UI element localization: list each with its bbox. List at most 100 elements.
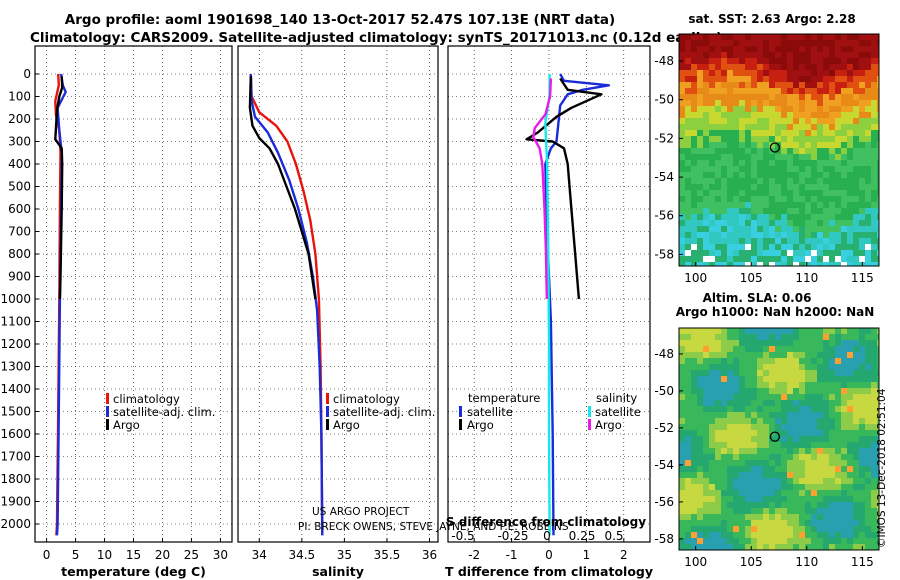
map-cell bbox=[739, 238, 745, 244]
map-cell bbox=[721, 76, 727, 82]
map-cell bbox=[829, 466, 835, 472]
map-cell bbox=[841, 424, 847, 430]
map-cell bbox=[691, 142, 697, 148]
map-cell bbox=[847, 34, 853, 40]
map-cell bbox=[799, 94, 805, 100]
map-cell bbox=[865, 436, 871, 442]
map-cell bbox=[721, 40, 727, 46]
map-cell bbox=[847, 472, 853, 478]
map-cell bbox=[835, 184, 841, 190]
map-cell bbox=[847, 190, 853, 196]
map-cell bbox=[709, 370, 715, 376]
map-cell bbox=[787, 112, 793, 118]
map-y-tick-label: -48 bbox=[654, 347, 674, 361]
map-cell bbox=[877, 184, 879, 190]
map-cell bbox=[697, 190, 703, 196]
map-cell bbox=[793, 394, 799, 400]
map-cell bbox=[739, 544, 745, 550]
map-cell bbox=[697, 58, 703, 64]
map-cell bbox=[721, 64, 727, 70]
map-cell bbox=[841, 334, 847, 340]
map-cell bbox=[727, 58, 733, 64]
map-cell bbox=[763, 148, 769, 154]
legend-swatch bbox=[106, 406, 109, 417]
map-cell bbox=[769, 214, 775, 220]
map-cell bbox=[685, 256, 691, 262]
map-cell bbox=[865, 448, 871, 454]
map-cell bbox=[691, 40, 697, 46]
map-cell bbox=[697, 64, 703, 70]
map-cell bbox=[787, 88, 793, 94]
map-cell bbox=[775, 154, 781, 160]
map-cell bbox=[847, 214, 853, 220]
map-cell bbox=[877, 520, 879, 526]
map-cell bbox=[823, 436, 829, 442]
map-cell bbox=[709, 400, 715, 406]
map-cell bbox=[841, 202, 847, 208]
series-line-climatology bbox=[249, 73, 324, 536]
map-cell bbox=[769, 466, 775, 472]
map-cell bbox=[805, 256, 811, 262]
map-cell bbox=[805, 172, 811, 178]
map-cell bbox=[685, 526, 691, 532]
map-cell bbox=[721, 142, 727, 148]
map-cell bbox=[835, 334, 841, 340]
map-cell bbox=[715, 136, 721, 142]
map-cell bbox=[823, 442, 829, 448]
map-cell bbox=[787, 424, 793, 430]
map-cell bbox=[715, 358, 721, 364]
map-cell bbox=[679, 328, 685, 334]
map-cell bbox=[787, 514, 793, 520]
map-cell bbox=[679, 478, 685, 484]
map-cell bbox=[829, 220, 835, 226]
map-cell bbox=[853, 496, 859, 502]
map-cell bbox=[823, 142, 829, 148]
map-cell bbox=[877, 106, 879, 112]
map-cell bbox=[829, 244, 835, 250]
map-cell bbox=[739, 496, 745, 502]
map-cell bbox=[739, 64, 745, 70]
map-cell bbox=[721, 514, 727, 520]
map-cell bbox=[727, 412, 733, 418]
map-cell bbox=[691, 196, 697, 202]
map-cell bbox=[859, 202, 865, 208]
map-cell bbox=[775, 214, 781, 220]
map-cell bbox=[685, 262, 691, 266]
map-cell bbox=[835, 388, 841, 394]
map-cell bbox=[841, 238, 847, 244]
map-cell bbox=[727, 142, 733, 148]
map-cell bbox=[679, 400, 685, 406]
map-cell bbox=[715, 526, 721, 532]
map-cell bbox=[769, 256, 775, 262]
map-cell bbox=[733, 34, 739, 40]
map-cell bbox=[733, 418, 739, 424]
map-cell bbox=[847, 442, 853, 448]
map-cell bbox=[799, 160, 805, 166]
map-cell bbox=[877, 418, 879, 424]
map-cell bbox=[787, 64, 793, 70]
map-cell bbox=[697, 478, 703, 484]
map-cell bbox=[859, 418, 865, 424]
map-cell bbox=[859, 214, 865, 220]
map-cell bbox=[799, 166, 805, 172]
map-cell bbox=[715, 238, 721, 244]
map-cell bbox=[775, 178, 781, 184]
map-cell bbox=[691, 220, 697, 226]
map-cell bbox=[745, 220, 751, 226]
map-cell bbox=[703, 418, 709, 424]
map-cell bbox=[787, 526, 793, 532]
map-cell bbox=[841, 214, 847, 220]
map-cell bbox=[727, 214, 733, 220]
map-cell bbox=[853, 442, 859, 448]
map-cell bbox=[763, 472, 769, 478]
map-cell bbox=[871, 328, 877, 334]
map-cell bbox=[853, 388, 859, 394]
map-cell bbox=[757, 34, 763, 40]
map-cell bbox=[811, 532, 817, 538]
map-cell bbox=[679, 376, 685, 382]
map-cell bbox=[871, 520, 877, 526]
map-cell bbox=[811, 388, 817, 394]
map-cell bbox=[829, 130, 835, 136]
map-cell bbox=[727, 220, 733, 226]
map-cell bbox=[841, 376, 847, 382]
